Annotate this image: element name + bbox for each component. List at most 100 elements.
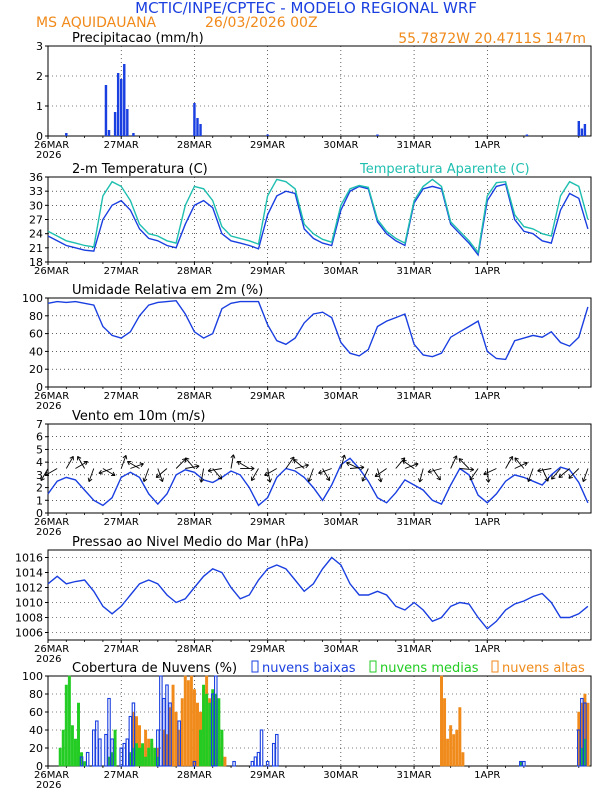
y-tick-label: 0 xyxy=(36,130,43,143)
wind-arrow-head xyxy=(98,469,103,475)
x-tick-label: 29MAR xyxy=(250,770,285,781)
cloud-high-bar xyxy=(440,675,443,767)
header-run: 26/03/2026 00Z xyxy=(205,15,318,31)
y-tick-label: 40 xyxy=(29,345,43,358)
cloud-mid-bar xyxy=(73,738,77,767)
wind-arrow-head xyxy=(159,477,164,483)
precip-bar xyxy=(525,134,529,136)
wind-arrow xyxy=(157,468,164,482)
cloud-low-bar xyxy=(168,702,172,767)
y-tick-label: 100 xyxy=(22,670,43,683)
wind-arrow-head xyxy=(110,471,116,477)
wind-arrow xyxy=(395,457,406,469)
precip-bar xyxy=(104,85,108,136)
wind-arrow-head xyxy=(44,471,50,477)
wind-arrow xyxy=(427,468,442,473)
cloud-high-bar xyxy=(446,738,450,767)
x-tick-label: 31MAR xyxy=(396,770,431,781)
plot-frame xyxy=(47,176,592,263)
wind-arrow-head xyxy=(427,468,432,474)
wind-arrow xyxy=(77,456,85,469)
cloud-low-bar xyxy=(275,733,279,767)
temperature-line xyxy=(47,183,589,257)
panel-3: 26MAR 27MAR 28MAR 29MAR 30MAR 31MAR 1APR 2026 01… xyxy=(34,409,592,538)
x-tick-label: 30MAR xyxy=(323,391,358,402)
y-tick-label: 0 xyxy=(36,507,43,520)
wind-arrow-head xyxy=(483,470,488,476)
x-tick-label: 31MAR xyxy=(396,140,431,151)
wind-arrow xyxy=(340,454,345,469)
cloud-high-bar xyxy=(171,684,175,767)
y-tick-label: 1012 xyxy=(15,582,43,595)
wind-arrow xyxy=(285,456,295,469)
cloud-mid-bar xyxy=(205,693,209,767)
wind-arrow xyxy=(458,458,470,469)
cloud-high-bar xyxy=(449,725,453,767)
precip-bar xyxy=(577,121,581,136)
y-tick-label: 33 xyxy=(29,185,43,198)
cloud-low-bar xyxy=(165,684,169,767)
precip-bar xyxy=(199,124,202,136)
x-tick-label: 29MAR xyxy=(250,644,285,655)
x-tick-label: 29MAR xyxy=(250,391,285,402)
cloud-low-bar xyxy=(253,756,258,767)
precip-bar xyxy=(113,112,117,136)
y-tick-label: 1010 xyxy=(15,597,43,610)
x-tick-label: 29MAR xyxy=(250,266,285,277)
wind-arrow xyxy=(264,468,278,476)
cloud-low-bar xyxy=(79,756,84,767)
x-year-label: 2026 xyxy=(36,150,61,161)
panel-1: 26MAR 27MAR 28MAR 29MAR 30MAR 31MAR 1APR 182124… xyxy=(29,162,592,277)
precip-bar xyxy=(583,124,587,136)
wind-arrow xyxy=(102,468,116,476)
x-tick-label: 1APR xyxy=(474,266,500,277)
header-coords: 55.7872W 20.4711S 147m xyxy=(398,31,586,47)
cloud-low-bar xyxy=(232,760,236,767)
wind-arrow xyxy=(505,456,513,469)
wind-arrow xyxy=(230,454,234,469)
pressure-line xyxy=(47,556,589,630)
cloud-low-bar xyxy=(210,693,215,767)
wind-arrow xyxy=(185,465,200,469)
x-tick-label: 30MAR xyxy=(323,644,358,655)
humidity-line xyxy=(47,299,589,361)
cloud-high-bar xyxy=(458,707,462,767)
wind-arrow xyxy=(469,468,479,481)
cloud-mid-bar xyxy=(70,725,74,767)
cloud-mid-bar xyxy=(150,738,154,767)
y-tick-label: 0 xyxy=(36,381,43,394)
wind-arrow-head xyxy=(581,477,587,483)
wind-arrow-head xyxy=(40,476,45,481)
x-tick-label: 26MAR xyxy=(34,391,69,402)
precip-bar xyxy=(376,134,379,136)
cloud-low-bar xyxy=(265,760,270,767)
wind-arrow-head xyxy=(139,462,144,468)
wind-arrow xyxy=(155,468,168,478)
cloud-mid-bar xyxy=(199,729,202,767)
panel-title: Cobertura de Nuvens (%) xyxy=(72,661,237,676)
cloud-high-bar xyxy=(455,729,459,767)
header-title: MCTIC/INPE/CPTEC - MODELO REGIONAL WRF xyxy=(135,0,477,17)
cloud-low-bar xyxy=(119,747,123,767)
cloud-high-bar xyxy=(192,689,196,767)
wind-speed-line xyxy=(47,457,589,507)
legend-apparent-temperature: Temperatura Aparente (C) xyxy=(359,162,530,177)
wind-arrow-head xyxy=(374,472,380,477)
wind-arrow-head xyxy=(402,460,407,465)
y-tick-label: 0 xyxy=(36,760,43,773)
x-tick-label: 31MAR xyxy=(396,391,431,402)
wind-arrow xyxy=(175,458,187,469)
panel-title: Precipitacao (mm/h) xyxy=(72,31,204,46)
wind-arrow-head xyxy=(318,469,323,475)
wind-arrow xyxy=(374,468,387,477)
wind-arrow xyxy=(527,468,534,482)
cloud-low-bar xyxy=(256,751,261,767)
y-tick-label: 20 xyxy=(29,742,43,755)
wind-arrow xyxy=(361,468,369,482)
x-year-label: 2026 xyxy=(36,401,61,412)
wind-arrow xyxy=(40,468,49,481)
wind-arrow xyxy=(558,468,570,478)
wind-arrow xyxy=(450,455,457,469)
